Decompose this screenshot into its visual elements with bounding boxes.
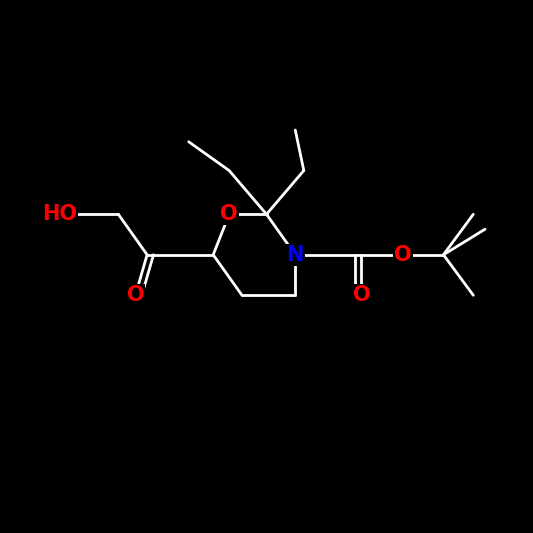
Text: O: O (394, 245, 412, 265)
Text: O: O (352, 285, 370, 305)
Text: HO: HO (42, 204, 77, 224)
Text: O: O (220, 204, 238, 224)
Text: N: N (287, 245, 304, 265)
Text: O: O (126, 285, 144, 305)
